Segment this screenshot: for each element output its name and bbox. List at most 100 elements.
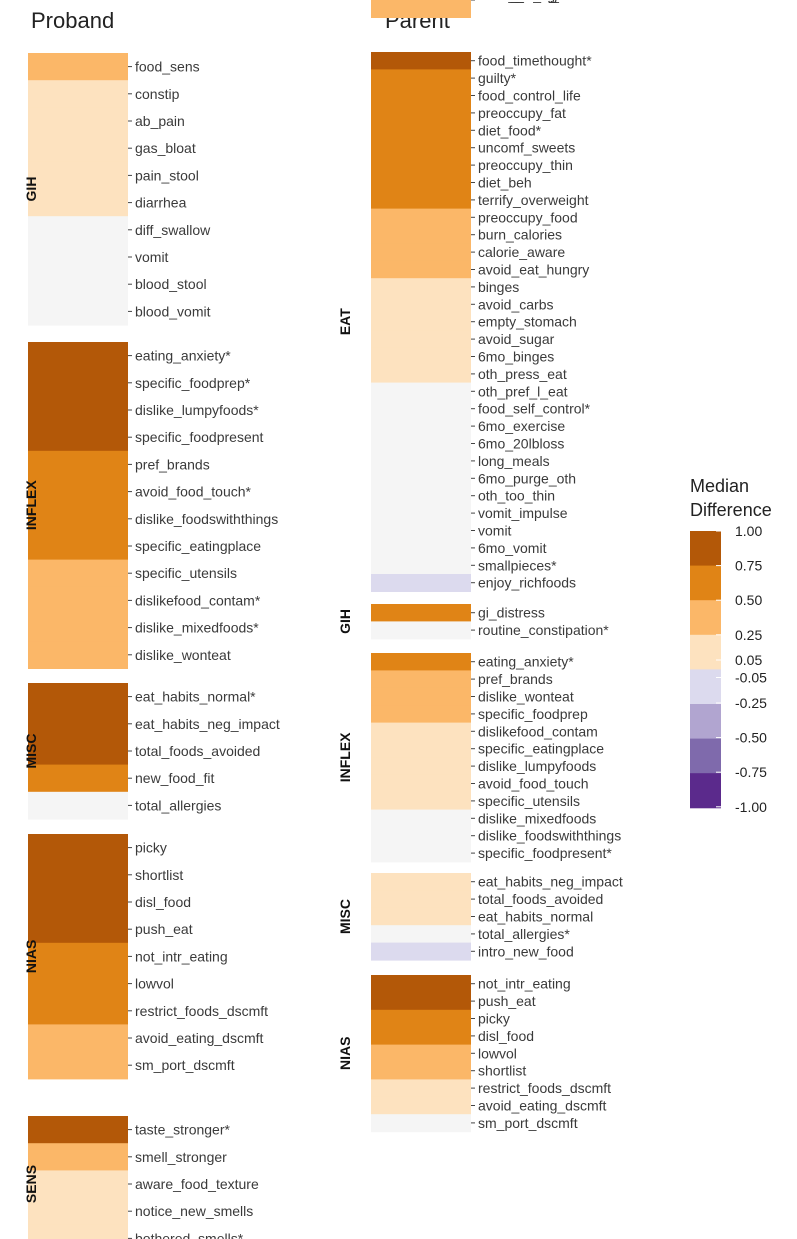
row-label: calorie_aware xyxy=(478,244,565,260)
row-label: bothered_smells* xyxy=(135,1230,244,1239)
row-label: food_control_life xyxy=(478,88,581,104)
heatmap-cell xyxy=(28,80,128,108)
heatmap-cell xyxy=(371,243,471,262)
heatmap-cell xyxy=(28,369,128,397)
heatmap-cell xyxy=(371,487,471,505)
heatmap-cell xyxy=(371,975,471,993)
heatmap-cell xyxy=(371,365,471,384)
row-label: bothered_smells xyxy=(478,0,581,3)
heatmap-cell xyxy=(371,722,471,741)
heatmap-cell xyxy=(28,134,128,163)
legend-swatch xyxy=(690,531,721,567)
row-label: sm_port_dscmft xyxy=(135,1057,235,1073)
heatmap-cell xyxy=(371,653,471,671)
row-label: taste_stronger* xyxy=(135,1122,230,1138)
row-label: avoid_eat_hungry xyxy=(478,262,589,278)
heatmap-cell xyxy=(28,161,128,190)
group-label-inflex: INFLEX xyxy=(337,732,353,782)
row-label: pain_stool xyxy=(135,167,199,183)
row-label: 6mo_binges xyxy=(478,349,554,365)
row-label: eat_habits_normal* xyxy=(135,689,256,705)
heatmap-cell xyxy=(371,121,471,140)
row-label: binges xyxy=(478,279,519,295)
row-label: dislikefood_contam* xyxy=(135,592,261,608)
heatmap-cell xyxy=(28,586,128,615)
group-label-gih: GIH xyxy=(23,177,39,202)
row-label: burn_calories xyxy=(478,227,562,243)
row-label: blood_stool xyxy=(135,276,207,292)
legend-swatch xyxy=(690,565,721,601)
row-label: lowvol xyxy=(478,1045,517,1061)
heatmap-cell xyxy=(28,710,128,738)
heatmap-cell xyxy=(371,260,471,279)
heatmap-cell xyxy=(28,1170,128,1199)
heatmap-cell xyxy=(28,396,128,425)
row-label: guilty* xyxy=(478,70,517,86)
row-label: smell_stronger* xyxy=(478,0,576,3)
group-label-nias: NIAS xyxy=(337,1037,353,1070)
row-label: avoid_carbs xyxy=(478,296,554,312)
row-label: total_allergies* xyxy=(478,926,570,942)
heatmap-cell xyxy=(371,792,471,811)
row-label: diet_beh xyxy=(478,175,532,191)
heatmap-cell xyxy=(371,757,471,776)
legend-swatch xyxy=(690,738,721,774)
heatmap-cell xyxy=(28,942,128,971)
heatmap-cell xyxy=(28,641,128,669)
heatmap-cell xyxy=(371,1044,471,1063)
row-label: dislike_wonteat xyxy=(478,689,574,705)
row-label: oth_press_eat xyxy=(478,366,567,382)
row-label: smallpieces* xyxy=(478,557,557,573)
heatmap-cell xyxy=(371,330,471,349)
heatmap-cell xyxy=(28,1224,128,1239)
row-label: diarrhea xyxy=(135,195,187,211)
heatmap-cell xyxy=(28,270,128,299)
row-label: specific_foodprep* xyxy=(135,375,251,391)
heatmap-cell xyxy=(371,382,471,401)
row-label: avoid_sugar xyxy=(478,331,555,347)
heatmap-cell xyxy=(28,764,128,793)
row-label: restrict_foods_dscmft xyxy=(135,1003,268,1019)
heatmap-cell xyxy=(371,208,471,227)
legend-tick-label: 1.00 xyxy=(735,523,762,539)
row-label: specific_foodpresent* xyxy=(478,845,612,861)
group-label-eat: EAT xyxy=(337,308,353,335)
row-label: dislike_mixedfoods xyxy=(478,810,596,826)
legend-tick-label: -0.50 xyxy=(735,730,767,746)
heatmap-cell xyxy=(371,52,471,70)
row-label: dislike_foodswiththings xyxy=(135,511,278,527)
row-label: dislike_foodswiththings xyxy=(478,828,621,844)
heatmap-cell xyxy=(28,888,128,917)
heatmap-cell xyxy=(371,1096,471,1115)
row-label: 6mo_20lbloss xyxy=(478,436,564,452)
row-label: dislike_lumpyfoods xyxy=(478,758,596,774)
row-label: eat_habits_neg_impact xyxy=(135,716,280,732)
legend-tick-label: -0.25 xyxy=(735,695,767,711)
row-label: disl_food xyxy=(135,894,191,910)
row-label: disl_food xyxy=(478,1028,534,1044)
group-label-sens: SENS xyxy=(23,1165,39,1203)
heatmap-cell xyxy=(371,873,471,891)
heatmap-cell xyxy=(371,452,471,471)
row-label: specific_utensils xyxy=(135,565,237,581)
row-label: oth_pref_l_eat xyxy=(478,383,568,399)
row-label: preoccupy_food xyxy=(478,209,578,225)
row-label: diff_swallow xyxy=(135,222,211,238)
row-label: notice_new_smells xyxy=(478,0,596,3)
row-label: avoid_eating_dscmft xyxy=(135,1030,264,1046)
row-label: dislike_wonteat xyxy=(135,647,231,663)
row-label: eating_anxiety* xyxy=(478,654,574,670)
heatmap-cell xyxy=(371,687,471,706)
group-label-misc: MISC xyxy=(337,899,353,934)
heatmap-cell xyxy=(28,53,128,81)
row-label: food_timethought* xyxy=(478,53,592,69)
row-label: empty_stomach xyxy=(478,314,577,330)
heatmap-cell xyxy=(371,774,471,793)
group-label-gih: GIH xyxy=(337,609,353,634)
row-label: oth_too_thin xyxy=(478,488,555,504)
heatmap-cell xyxy=(371,400,471,418)
group-label-nias: NIAS xyxy=(23,940,39,973)
heatmap-cell xyxy=(371,139,471,157)
row-label: 6mo_vomit xyxy=(478,540,547,556)
